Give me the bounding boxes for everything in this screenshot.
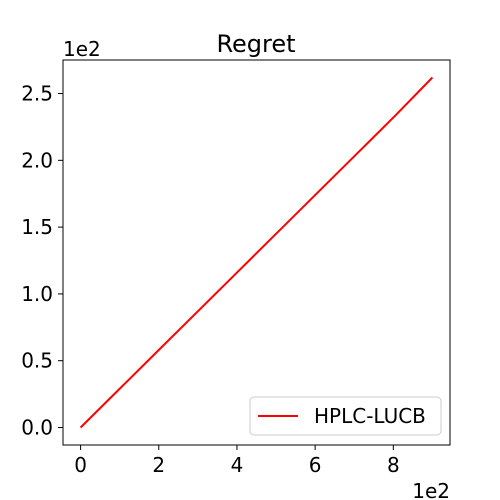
legend-box (249, 396, 442, 436)
y-tick-label: 0.0 (21, 416, 53, 440)
series-line-0 (79, 76, 434, 429)
x-axis-offset-label: 1e2 (412, 479, 450, 500)
x-tick-label: 0 (74, 453, 87, 477)
x-tick-label: 2 (152, 453, 165, 477)
chart-title: Regret (216, 30, 295, 58)
y-axis-offset-label: 1e2 (63, 37, 101, 61)
y-tick-label: 0.5 (21, 349, 53, 373)
y-tick-label: 2.5 (21, 82, 53, 106)
y-axis: 0.0 0.5 1.0 1.5 2.0 2.5 (21, 82, 63, 440)
y-tick-label: 1.5 (21, 215, 53, 239)
y-tick-label: 1.0 (21, 282, 53, 306)
plot-area (62, 59, 451, 446)
x-axis: 0 2 4 6 8 (74, 445, 400, 477)
x-tick-label: 8 (387, 453, 400, 477)
y-tick-label: 2.0 (21, 148, 53, 172)
x-tick-label: 6 (309, 453, 322, 477)
legend-label: HPLC-LUCB (314, 404, 426, 428)
legend: HPLC-LUCB (249, 396, 442, 436)
axes-frame (62, 59, 451, 446)
x-tick-label: 4 (231, 453, 244, 477)
